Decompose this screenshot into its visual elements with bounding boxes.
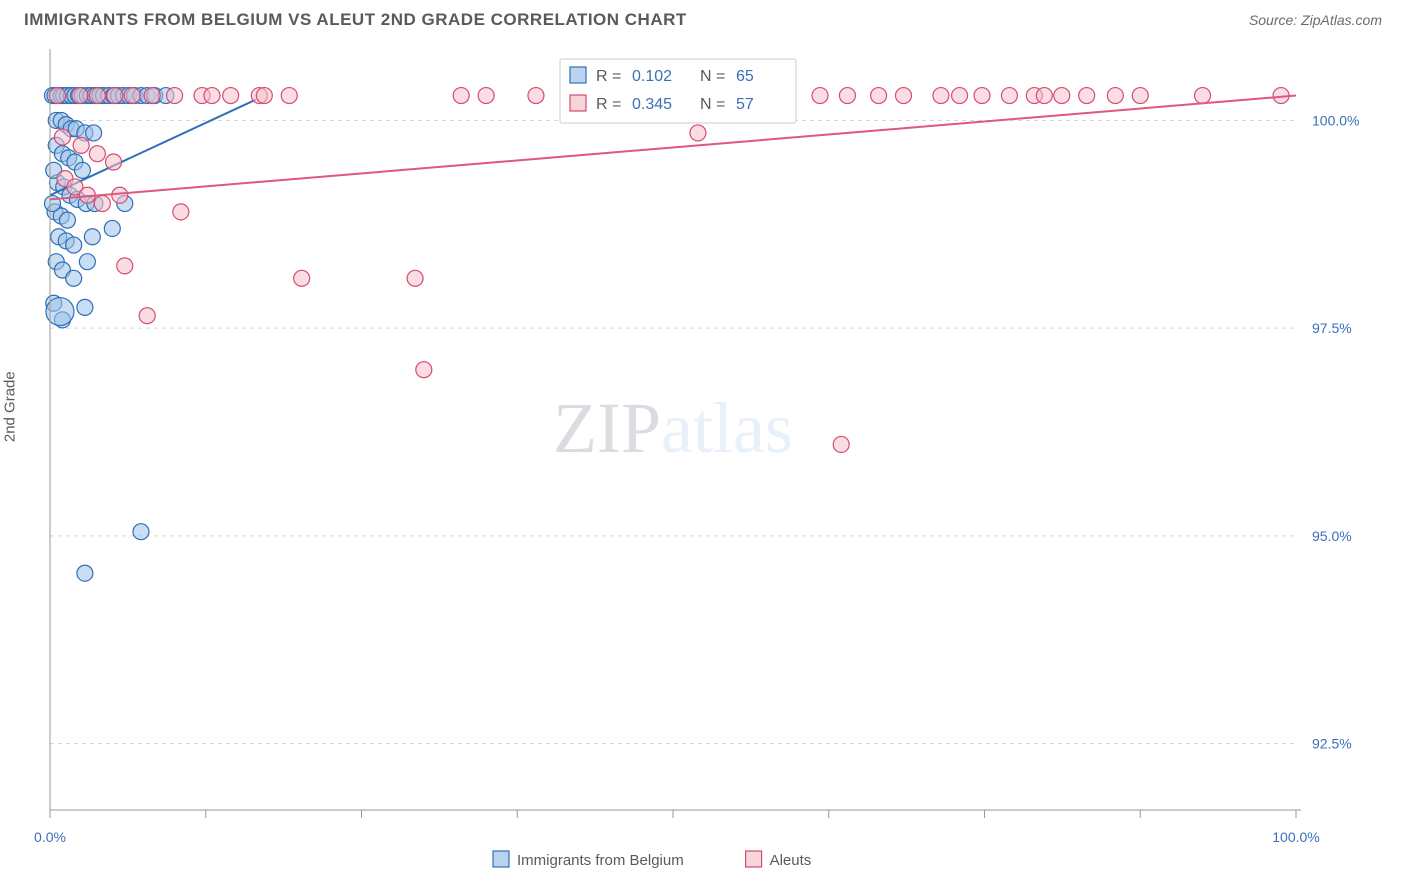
data-point	[139, 308, 155, 324]
svg-text:92.5%: 92.5%	[1312, 736, 1352, 752]
data-point	[84, 229, 100, 245]
svg-text:ZIPatlas: ZIPatlas	[553, 388, 793, 468]
svg-text:100.0%: 100.0%	[1272, 829, 1319, 845]
data-point	[1132, 88, 1148, 104]
chart-header: IMMIGRANTS FROM BELGIUM VS ALEUT 2ND GRA…	[0, 0, 1406, 34]
data-point	[896, 88, 912, 104]
data-point	[839, 88, 855, 104]
series-belgium	[44, 88, 255, 582]
data-point	[117, 258, 133, 274]
data-point	[66, 237, 82, 253]
data-point	[77, 299, 93, 315]
data-point	[1107, 88, 1123, 104]
data-point	[974, 88, 990, 104]
svg-text:N =: N =	[700, 68, 725, 85]
chart-container: 2nd Grade 92.5% 95.0% 97.5% 100.0% ZIPatlas 0…	[0, 34, 1406, 890]
svg-text:95.0%: 95.0%	[1312, 528, 1352, 544]
data-point	[204, 88, 220, 104]
svg-text:R =: R =	[596, 96, 621, 113]
data-point	[107, 88, 123, 104]
series-aleuts	[49, 88, 1296, 453]
data-point	[112, 187, 128, 203]
svg-text:57: 57	[736, 96, 754, 113]
data-point	[1079, 88, 1095, 104]
data-point	[144, 88, 160, 104]
data-point	[407, 270, 423, 286]
data-point	[86, 125, 102, 141]
data-point	[294, 270, 310, 286]
legend-swatch	[570, 67, 586, 83]
data-point	[528, 88, 544, 104]
chart-title: IMMIGRANTS FROM BELGIUM VS ALEUT 2ND GRA…	[24, 10, 687, 30]
data-point	[89, 146, 105, 162]
svg-text:65: 65	[736, 68, 754, 85]
data-point	[104, 220, 120, 236]
data-point	[173, 204, 189, 220]
data-point	[690, 125, 706, 141]
data-point	[952, 88, 968, 104]
data-point	[77, 565, 93, 581]
data-point	[256, 88, 272, 104]
scatter-chart: 92.5% 95.0% 97.5% 100.0% ZIPatlas 0.0% 100.0% R…	[0, 34, 1406, 890]
data-point	[281, 88, 297, 104]
data-point	[133, 524, 149, 540]
data-point	[59, 212, 75, 228]
data-point	[72, 88, 88, 104]
data-point	[66, 270, 82, 286]
svg-text:0.0%: 0.0%	[34, 829, 66, 845]
legend-swatch	[570, 95, 586, 111]
data-point	[49, 88, 65, 104]
data-point	[54, 129, 70, 145]
svg-text:97.5%: 97.5%	[1312, 320, 1352, 336]
source-label: Source: ZipAtlas.com	[1249, 12, 1382, 28]
data-point	[1036, 88, 1052, 104]
data-point	[933, 88, 949, 104]
svg-text:N =: N =	[700, 96, 725, 113]
data-point	[74, 162, 90, 178]
data-point	[223, 88, 239, 104]
data-point	[79, 254, 95, 270]
data-point	[453, 88, 469, 104]
data-point	[167, 88, 183, 104]
data-point	[812, 88, 828, 104]
series-legend: Immigrants from Belgium Aleuts	[493, 851, 811, 869]
data-point	[871, 88, 887, 104]
data-point	[106, 154, 122, 170]
data-point	[89, 88, 105, 104]
legend-label: Aleuts	[770, 852, 812, 869]
data-point	[1001, 88, 1017, 104]
data-point	[1195, 88, 1211, 104]
data-point	[1054, 88, 1070, 104]
data-point	[478, 88, 494, 104]
stats-legend: R = 0.102 N = 65 R = 0.345 N = 57	[560, 59, 796, 123]
data-point	[73, 137, 89, 153]
legend-swatch	[493, 851, 509, 867]
svg-text:100.0%: 100.0%	[1312, 112, 1359, 128]
legend-label: Immigrants from Belgium	[517, 852, 684, 869]
data-point	[94, 196, 110, 212]
legend-swatch	[746, 851, 762, 867]
data-point	[416, 362, 432, 378]
y-axis-label: 2nd Grade	[2, 371, 19, 442]
svg-text:0.102: 0.102	[632, 68, 672, 85]
data-point	[833, 436, 849, 452]
svg-text:0.345: 0.345	[632, 96, 672, 113]
svg-text:R =: R =	[596, 68, 621, 85]
data-point	[124, 88, 140, 104]
